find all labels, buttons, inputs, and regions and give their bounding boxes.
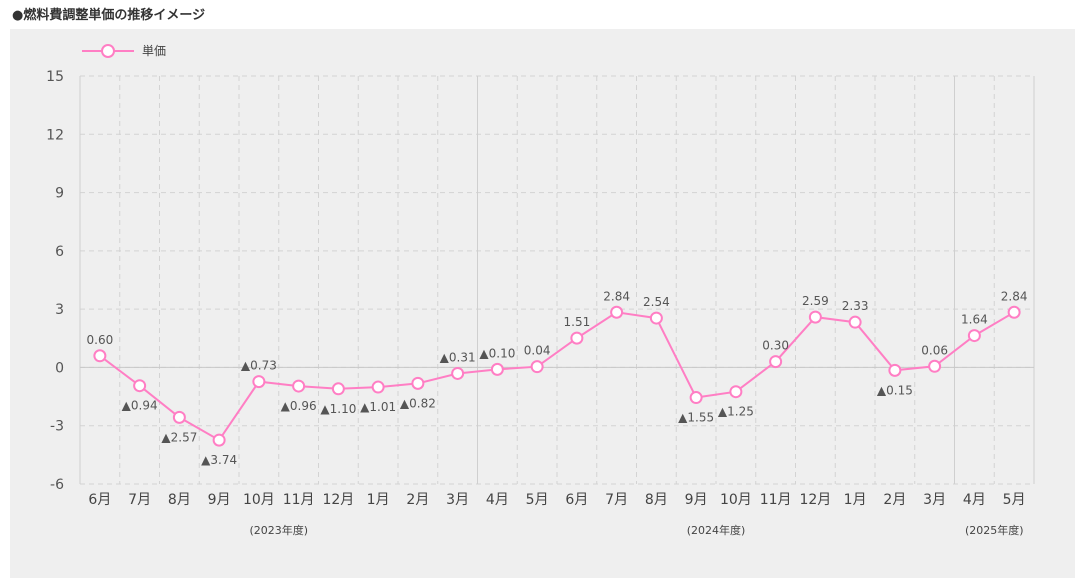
x-tick-label: 7月 — [128, 492, 151, 508]
legend-dot-marker — [101, 43, 115, 58]
data-label: ▲0.94 — [122, 399, 158, 413]
x-tick-label: 3月 — [446, 492, 469, 508]
y-tick-label: -3 — [50, 419, 64, 435]
x-tick-label: 10月 — [720, 492, 752, 508]
fiscal-year-label: (2024年度) — [687, 523, 746, 537]
data-label: ▲0.73 — [241, 359, 277, 373]
data-label: 0.60 — [87, 333, 114, 347]
series-line-unit-price — [99, 311, 1015, 442]
data-label: ▲0.82 — [400, 396, 436, 410]
x-tick-label: 4月 — [486, 492, 509, 508]
data-point — [570, 331, 584, 345]
x-tick-label: 8月 — [168, 492, 191, 508]
data-point — [331, 382, 345, 396]
data-point — [93, 349, 107, 363]
data-point — [252, 375, 266, 389]
x-tick-label: 9月 — [208, 492, 231, 508]
chart-legend: 単価 — [82, 42, 166, 59]
data-label: 2.84 — [603, 289, 630, 303]
x-tick-label: 8月 — [645, 492, 668, 508]
data-point — [411, 376, 425, 390]
y-tick-label: 12 — [46, 127, 64, 143]
chart-panel — [10, 29, 1075, 578]
data-label: ▲0.96 — [281, 399, 317, 413]
data-label: ▲1.10 — [320, 402, 356, 416]
x-tick-label: 2月 — [883, 492, 906, 508]
x-tick-label: 1月 — [844, 492, 867, 508]
x-tick-label: 5月 — [526, 492, 549, 508]
y-tick-label: 6 — [55, 244, 64, 260]
y-tick-label: 0 — [55, 360, 64, 376]
x-tick-label: 11月 — [760, 492, 792, 508]
data-label: ▲2.57 — [161, 430, 197, 444]
data-point — [769, 355, 783, 369]
data-point — [371, 380, 385, 394]
x-tick-label: 6月 — [565, 492, 588, 508]
data-label: 0.06 — [921, 343, 948, 357]
fiscal-year-label: (2023年度) — [249, 523, 308, 537]
x-tick-label: 2月 — [406, 492, 429, 508]
data-point — [212, 433, 226, 447]
data-point — [610, 305, 624, 319]
data-point — [172, 410, 186, 424]
data-label: 1.51 — [564, 315, 591, 329]
data-point — [451, 366, 465, 380]
data-point — [928, 359, 942, 373]
legend-label: 単価 — [142, 44, 167, 58]
legend-line-marker — [82, 43, 134, 58]
data-point — [967, 329, 981, 343]
x-tick-label: 7月 — [605, 492, 628, 508]
data-point — [133, 379, 147, 393]
y-tick-label: 3 — [55, 302, 64, 318]
data-point — [729, 385, 743, 399]
data-label: 2.84 — [1001, 289, 1028, 303]
data-point — [689, 391, 703, 405]
x-tick-label: 12月 — [799, 492, 831, 508]
data-label: ▲0.31 — [440, 350, 476, 364]
x-tick-label: 1月 — [367, 492, 390, 508]
data-label: ▲1.25 — [718, 405, 754, 419]
data-point — [530, 360, 544, 374]
data-label: ▲0.15 — [877, 383, 913, 397]
data-label: 2.59 — [802, 294, 829, 308]
data-point — [490, 362, 504, 376]
data-label: 0.04 — [524, 344, 551, 358]
data-label: ▲1.01 — [360, 400, 396, 414]
x-tick-label: 6月 — [88, 492, 111, 508]
data-label: ▲1.55 — [678, 411, 714, 425]
y-tick-label: 9 — [55, 186, 64, 202]
x-tick-label: 12月 — [322, 492, 354, 508]
data-point — [1007, 305, 1021, 319]
data-label: 2.54 — [643, 295, 670, 309]
data-point — [808, 310, 822, 324]
data-label: ▲3.74 — [201, 453, 237, 467]
y-tick-label: 15 — [46, 69, 64, 85]
data-point — [888, 363, 902, 377]
y-tick-label: -6 — [50, 477, 64, 493]
x-tick-label: 11月 — [283, 492, 315, 508]
x-tick-label: 4月 — [963, 492, 986, 508]
page-title: ●燃料費調整単価の推移イメージ — [12, 8, 206, 23]
data-point — [649, 311, 663, 325]
data-point — [848, 315, 862, 329]
data-label: 1.64 — [961, 313, 988, 327]
data-label: ▲0.10 — [479, 346, 515, 360]
data-label: 0.30 — [762, 339, 789, 353]
x-tick-label: 3月 — [923, 492, 946, 508]
x-tick-label: 9月 — [685, 492, 708, 508]
data-point — [292, 379, 306, 393]
x-tick-label: 10月 — [243, 492, 275, 508]
x-tick-label: 5月 — [1003, 492, 1026, 508]
fiscal-year-label: (2025年度) — [965, 523, 1024, 537]
data-label: 2.33 — [842, 299, 869, 313]
